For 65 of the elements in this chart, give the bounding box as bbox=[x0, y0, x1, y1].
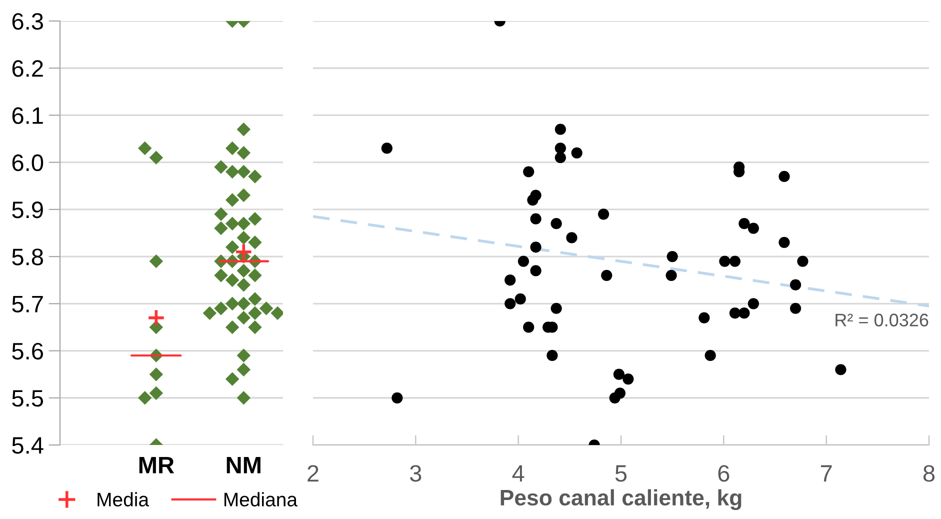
point bbox=[729, 256, 741, 267]
point bbox=[609, 392, 620, 404]
point bbox=[738, 308, 750, 319]
point bbox=[554, 124, 566, 135]
point bbox=[666, 251, 678, 262]
x-tick-label: 2 bbox=[308, 465, 318, 482]
x-tick-label: 8 bbox=[923, 465, 935, 482]
legend-label: Media bbox=[98, 492, 150, 506]
point bbox=[835, 364, 846, 376]
point bbox=[598, 208, 610, 220]
point bbox=[666, 270, 677, 281]
y-tick-label: 6.0 bbox=[12, 154, 44, 172]
y-tick-label: 5.9 bbox=[12, 202, 43, 218]
legend-label: Mediana bbox=[224, 492, 298, 506]
point bbox=[530, 265, 542, 276]
y-tick-label: 6.2 bbox=[12, 60, 43, 77]
point bbox=[504, 298, 516, 310]
point bbox=[778, 170, 790, 182]
x-axis-title: Peso canal caliente, kg bbox=[500, 489, 742, 510]
y-tick-label: 5.6 bbox=[12, 342, 43, 360]
point bbox=[523, 166, 534, 178]
point bbox=[554, 152, 566, 164]
point bbox=[748, 222, 759, 234]
y-tick-label: 5.4 bbox=[12, 437, 44, 454]
point bbox=[554, 142, 566, 154]
x-tick-label: NM bbox=[226, 456, 260, 474]
point bbox=[530, 213, 542, 224]
point bbox=[790, 302, 802, 314]
x-tick-label: 3 bbox=[410, 465, 422, 482]
point bbox=[504, 274, 516, 286]
point bbox=[518, 256, 530, 267]
y-tick-label: 6.1 bbox=[12, 107, 43, 124]
point bbox=[797, 256, 808, 267]
point bbox=[719, 256, 730, 267]
point bbox=[601, 270, 612, 281]
point bbox=[392, 392, 403, 404]
y-tick-label: 5.5 bbox=[12, 390, 44, 407]
point bbox=[550, 218, 562, 230]
point bbox=[778, 236, 790, 248]
point bbox=[704, 350, 716, 362]
point bbox=[571, 147, 582, 158]
x-tick-label: 5 bbox=[615, 465, 627, 482]
x-tick-label: 6 bbox=[718, 465, 730, 482]
point bbox=[790, 279, 802, 290]
y-tick-label: 5.7 bbox=[12, 296, 43, 312]
point bbox=[698, 312, 710, 324]
annotation: R² = 0.0326 bbox=[836, 314, 928, 326]
point bbox=[550, 302, 562, 314]
point bbox=[613, 368, 625, 380]
x-tick-label: 7 bbox=[820, 465, 832, 482]
point bbox=[748, 298, 759, 310]
y-tick-label: 5.8 bbox=[12, 248, 44, 266]
y-tick-label: 6.3 bbox=[12, 13, 43, 30]
point bbox=[738, 218, 750, 230]
point bbox=[546, 350, 558, 362]
point bbox=[530, 242, 542, 253]
point bbox=[523, 322, 534, 333]
x-tick-label: MR bbox=[139, 456, 174, 474]
x-tick-label: 4 bbox=[512, 465, 524, 482]
point bbox=[514, 293, 526, 305]
point bbox=[530, 190, 542, 201]
point bbox=[381, 142, 392, 154]
point bbox=[566, 232, 578, 244]
point bbox=[622, 373, 634, 385]
point bbox=[729, 308, 741, 319]
